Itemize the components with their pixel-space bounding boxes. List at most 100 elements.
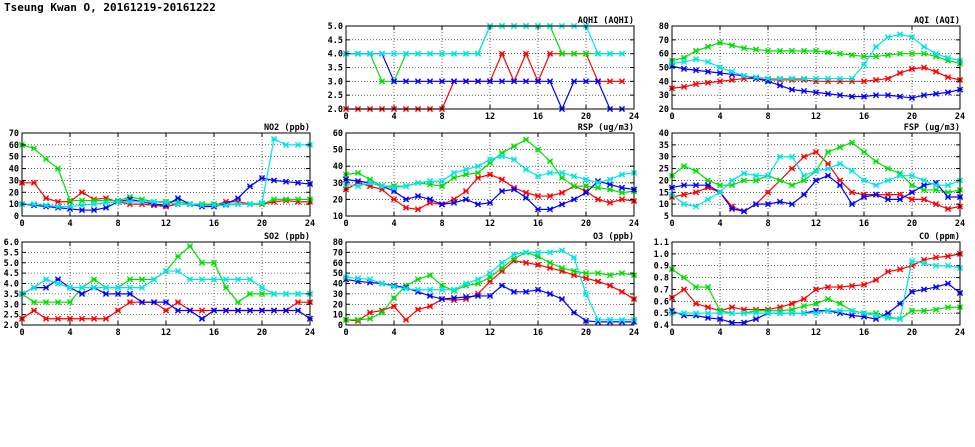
data-point [848, 51, 856, 59]
data-point [558, 169, 566, 176]
data-point [764, 75, 772, 82]
data-point [618, 171, 626, 178]
x-tick-label: 24 [955, 328, 965, 338]
data-point [54, 299, 62, 306]
y-tick-label: 2.5 [328, 91, 343, 101]
data-point [848, 201, 856, 208]
data-point [522, 259, 530, 266]
data-point [78, 202, 86, 209]
data-point [426, 196, 434, 203]
data-point [908, 307, 916, 314]
data-point [558, 295, 566, 303]
data-point [414, 50, 422, 57]
data-point [692, 182, 700, 189]
data-point [618, 316, 626, 323]
data-point [704, 196, 712, 203]
data-point [450, 286, 458, 293]
data-point [812, 75, 820, 82]
y-tick-label: 4.5 [328, 36, 343, 46]
data-point [824, 148, 832, 156]
chart-rsp: 0 4 8 12 16 20 24 10 20 30 40 50 60 RSP (ug/m3) [333, 123, 639, 229]
data-point [186, 243, 194, 250]
x-tick-label: 0 [343, 219, 348, 229]
y-tick-label: 2.0 [328, 105, 343, 115]
x-tick-label: 16 [209, 328, 219, 338]
y-tick-label: 70 [659, 36, 669, 46]
data-point [704, 68, 712, 75]
data-point [800, 75, 808, 82]
data-point [438, 50, 446, 57]
y-tick-label: 0.9 [654, 262, 669, 272]
data-point [824, 75, 832, 82]
data-point [788, 86, 796, 93]
data-point [764, 172, 772, 179]
data-point [174, 195, 182, 202]
data-point [486, 199, 494, 206]
data-point [860, 93, 868, 100]
data-point [788, 300, 796, 307]
data-point [498, 176, 506, 183]
y-tick-label: 50 [659, 64, 669, 74]
data-point [198, 202, 206, 209]
data-point [920, 286, 928, 293]
data-point [848, 189, 856, 196]
data-point [848, 307, 856, 314]
data-point [896, 196, 904, 203]
data-point [594, 270, 602, 277]
x-tick-label: 0 [669, 328, 674, 338]
data-point [462, 293, 470, 301]
data-point [90, 276, 98, 283]
data-point [402, 78, 410, 85]
data-point [42, 299, 50, 306]
data-point [450, 174, 458, 181]
data-point [486, 292, 494, 300]
data-point [522, 166, 530, 173]
data-point [366, 309, 374, 316]
data-point [222, 307, 230, 314]
data-point [812, 89, 820, 96]
data-point [546, 158, 554, 165]
data-point [884, 177, 892, 184]
data-point [848, 312, 856, 319]
data-point [764, 310, 772, 317]
data-point [234, 307, 242, 314]
x-tick-label: 0 [669, 219, 674, 229]
chart-so2: 0 4 8 12 16 20 24 2.02.53.03.54.04.55.05.56.0 SO… [4, 232, 315, 338]
data-point [522, 189, 530, 196]
data-point [546, 206, 554, 213]
data-point [716, 64, 724, 71]
data-point [462, 171, 470, 178]
data-point [558, 201, 566, 208]
data-point [908, 288, 916, 295]
data-point [606, 176, 614, 183]
data-point [848, 282, 856, 289]
chart-title: AQHI (AQHI) [578, 16, 634, 26]
x-tick-label: 20 [907, 219, 917, 229]
y-tick-label: 70 [9, 129, 19, 139]
data-point [692, 81, 700, 88]
data-point [680, 83, 688, 90]
y-tick-label: 50 [9, 153, 19, 163]
data-point [740, 208, 748, 215]
data-point [54, 198, 62, 205]
data-point [860, 148, 868, 156]
data-point [42, 284, 50, 291]
data-point [354, 50, 362, 57]
data-point [390, 196, 398, 203]
chart-title: NO2 (ppb) [264, 123, 310, 133]
data-point [498, 264, 506, 272]
data-point [222, 284, 230, 291]
data-point [944, 54, 952, 61]
chart-aqhi: 0 4 8 12 16 20 24 2.0 2.5 3.0 3.5 4.0 4.5 5.0 AQHI (AQ… [328, 16, 639, 122]
data-point [102, 284, 110, 291]
data-point [246, 183, 254, 190]
data-point [582, 290, 590, 297]
data-point [884, 191, 892, 198]
data-point [824, 49, 832, 56]
data-point [258, 199, 266, 207]
data-point [126, 290, 134, 297]
data-point [680, 58, 688, 66]
chart-title: SO2 (ppb) [264, 232, 310, 242]
data-point [896, 50, 904, 57]
